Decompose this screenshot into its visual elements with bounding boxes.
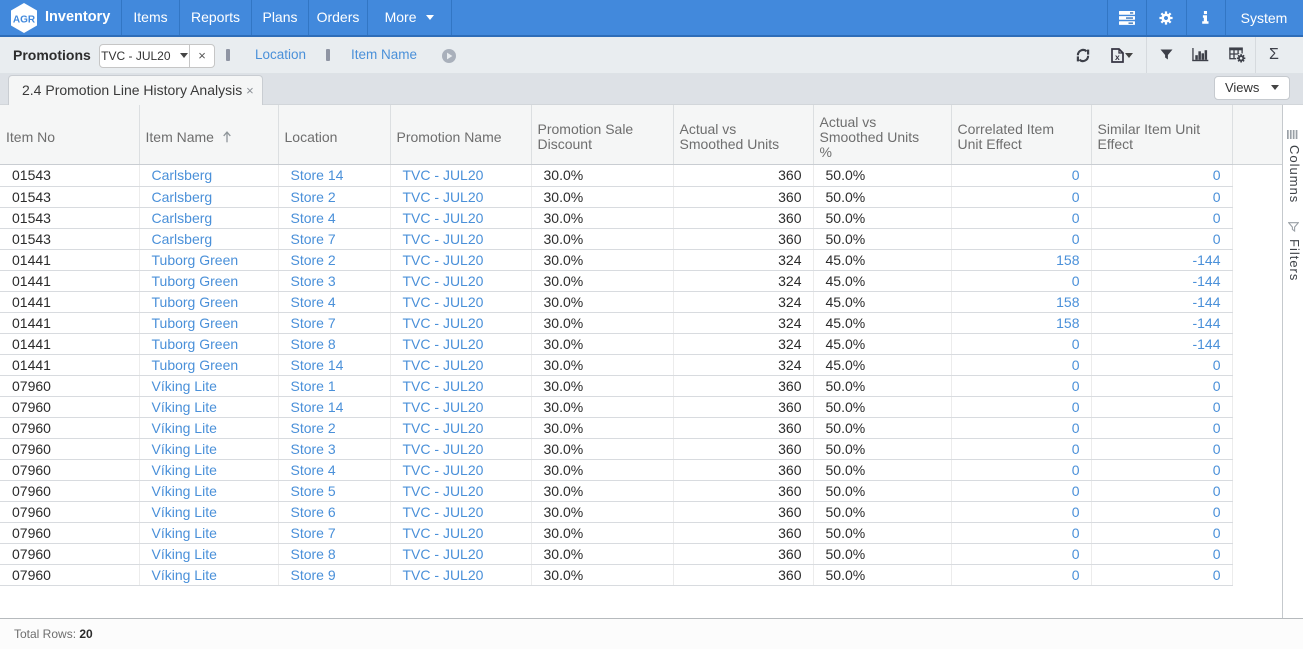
svg-text:AGR: AGR bbox=[13, 15, 36, 26]
svg-text:x: x bbox=[1115, 52, 1120, 62]
